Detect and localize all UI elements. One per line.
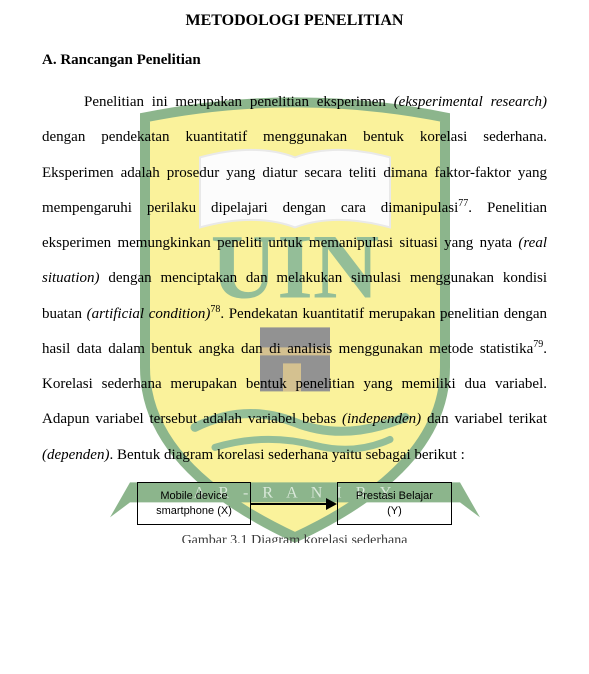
italic-run: (artificial condition): [87, 306, 211, 322]
node-line: Prestasi Belajar: [356, 489, 433, 504]
footnote-ref: 77: [458, 198, 468, 209]
page-content: METODOLOGI PENELITIAN A. Rancangan Penel…: [42, 12, 547, 543]
node-line: smartphone (X): [156, 504, 232, 519]
correlation-diagram: Mobile device smartphone (X) Prestasi Be…: [42, 482, 547, 526]
italic-run: (dependen): [42, 447, 109, 463]
text-run: . Bentuk diagram korelasi sederhana yait…: [109, 447, 464, 463]
footnote-ref: 78: [210, 304, 220, 315]
footnote-ref: 79: [533, 339, 543, 350]
diagram-node-y: Prestasi Belajar (Y): [337, 482, 452, 526]
italic-run: (independen): [342, 411, 421, 427]
italic-run: (eksperimental research): [394, 94, 547, 110]
section-heading: A. Rancangan Penelitian: [42, 52, 547, 69]
arrow-head-icon: [326, 498, 337, 510]
page-title: METODOLOGI PENELITIAN: [42, 12, 547, 30]
text-run: Penelitian ini merupakan penelitian eksp…: [84, 94, 394, 110]
node-line: (Y): [356, 504, 433, 519]
arrow-line: [251, 503, 326, 505]
figure-caption: Gambar 3.1 Diagram korelasi sederhana: [42, 531, 547, 543]
body-paragraph: Penelitian ini merupakan penelitian eksp…: [42, 85, 547, 473]
diagram-node-x: Mobile device smartphone (X): [137, 482, 251, 526]
node-line: Mobile device: [156, 489, 232, 504]
diagram-arrow: [251, 498, 337, 510]
text-run: dan variabel terikat: [421, 411, 547, 427]
